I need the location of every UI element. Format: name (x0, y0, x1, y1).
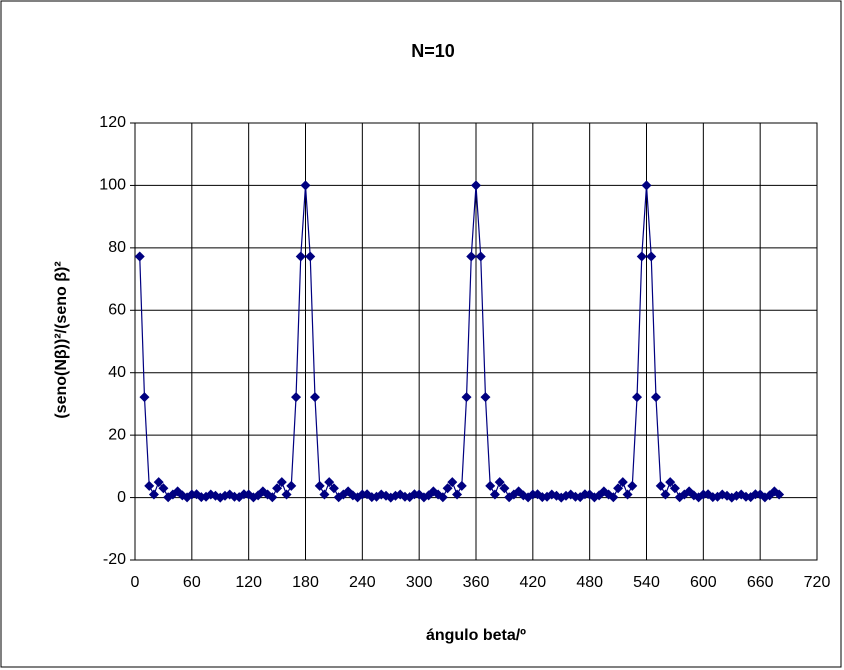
marker (475, 251, 486, 262)
marker (134, 251, 145, 262)
y-axis-label: (seno(Nβ))²/(seno β)² (53, 261, 70, 418)
marker (158, 483, 169, 494)
x-tick-label: 300 (406, 574, 433, 591)
marker (627, 480, 638, 491)
y-tick-label: 80 (108, 239, 126, 256)
marker (499, 483, 510, 494)
marker (272, 483, 283, 494)
y-tick-label: 0 (117, 489, 126, 506)
marker (452, 489, 463, 500)
marker (286, 480, 297, 491)
y-tick-label: 20 (108, 426, 126, 443)
marker (324, 477, 335, 488)
marker (608, 492, 619, 503)
marker (480, 392, 491, 403)
y-tick-label: 40 (108, 364, 126, 381)
marker (622, 489, 633, 500)
marker (655, 480, 666, 491)
marker (281, 489, 292, 500)
marker (447, 477, 458, 488)
marker (309, 392, 320, 403)
marker (456, 480, 467, 491)
marker (669, 483, 680, 494)
marker (489, 489, 500, 500)
marker (276, 477, 287, 488)
marker (442, 483, 453, 494)
marker (291, 392, 302, 403)
marker (641, 180, 652, 191)
chart-title: N=10 (411, 41, 455, 61)
marker (466, 251, 477, 262)
marker (617, 477, 628, 488)
x-tick-label: 240 (349, 574, 376, 591)
marker (295, 251, 306, 262)
x-tick-label: 720 (804, 574, 831, 591)
marker (632, 392, 643, 403)
x-tick-label: 420 (519, 574, 546, 591)
marker (665, 477, 676, 488)
marker (636, 251, 647, 262)
x-tick-label: 540 (633, 574, 660, 591)
y-tick-label: 120 (99, 114, 126, 131)
marker (660, 489, 671, 500)
x-tick-label: 0 (131, 574, 140, 591)
marker (314, 480, 325, 491)
x-tick-label: 360 (463, 574, 490, 591)
x-axis-label: ángulo beta/º (426, 627, 526, 644)
marker (328, 483, 339, 494)
marker (267, 492, 278, 503)
marker (646, 251, 657, 262)
x-tick-label: 60 (183, 574, 201, 591)
marker (461, 392, 472, 403)
marker (300, 180, 311, 191)
x-tick-label: 660 (747, 574, 774, 591)
y-tick-label: -20 (103, 551, 126, 568)
marker (494, 477, 505, 488)
marker (437, 492, 448, 503)
y-tick-label: 100 (99, 177, 126, 194)
x-tick-label: 120 (235, 574, 262, 591)
marker (139, 392, 150, 403)
marker (144, 480, 155, 491)
x-tick-label: 480 (576, 574, 603, 591)
x-tick-label: 600 (690, 574, 717, 591)
marker (613, 483, 624, 494)
marker (148, 489, 159, 500)
marker (485, 480, 496, 491)
marker (305, 251, 316, 262)
marker (471, 180, 481, 191)
plot-border (134, 122, 818, 561)
marker (650, 392, 661, 403)
y-tick-label: 60 (108, 302, 126, 319)
x-tick-label: 180 (292, 574, 319, 591)
marker (774, 489, 785, 500)
marker (153, 477, 164, 488)
marker (319, 489, 330, 500)
